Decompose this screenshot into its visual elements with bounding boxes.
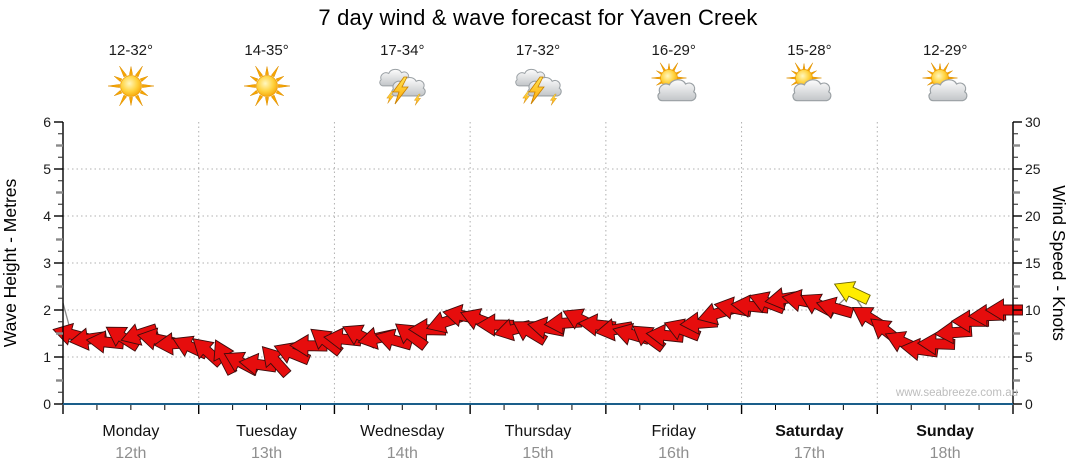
chart-title: 7 day wind & wave forecast for Yaven Cre…: [318, 5, 758, 30]
left-axis-tick-label: 2: [43, 302, 51, 318]
temperature-range: 16-29°: [651, 42, 696, 59]
x-axis-date-label: 12th: [115, 445, 146, 462]
x-axis-date-label: 18th: [930, 445, 961, 462]
temperature-range: 12-29°: [922, 42, 968, 59]
sunny-icon: [243, 65, 290, 107]
forecast-day-friday: 16-29°: [606, 42, 742, 118]
x-axis-date-label: 13th: [251, 445, 282, 462]
temperature-range: 17-32°: [515, 42, 561, 59]
forecast-day-monday: 12-32°: [63, 42, 199, 118]
right-axis-tick-label: 5: [1025, 349, 1033, 365]
sun-cloud-icon: [786, 62, 832, 102]
forecast-day-saturday: 15-28°: [741, 42, 877, 118]
axes: [54, 121, 1022, 414]
watermark: www.seabreeze.com.au: [895, 387, 1018, 399]
wind-arrow: [984, 298, 1023, 322]
right-axis-tick-label: 0: [1025, 396, 1033, 412]
right-axis-title: Wind Speed - Knots: [1049, 185, 1069, 341]
x-axis-day-label: Sunday: [916, 423, 974, 440]
x-axis-date-label: 14th: [387, 445, 418, 462]
forecast-day-sunday: 12-29°: [877, 42, 1013, 118]
forecast-day-tuesday: 14-35°: [199, 42, 335, 118]
gridlines: [63, 122, 1013, 404]
wind-arrow: [475, 313, 515, 337]
temperature-range: 15-28°: [787, 42, 832, 59]
temperature-range: 17-34°: [380, 42, 425, 59]
x-axis-day-label: Thursday: [505, 423, 572, 440]
forecast-day-wednesday: 17-34°: [334, 42, 470, 118]
x-axis-date-label: 16th: [658, 445, 689, 462]
storm-icon: [379, 68, 426, 106]
right-axis-tick-label: 15: [1025, 255, 1041, 271]
left-axis-title: Wave Height - Metres: [0, 178, 20, 347]
x-axis-day-label: Tuesday: [236, 423, 297, 440]
sunny-icon: [107, 65, 154, 107]
x-axis-day-label: Wednesday: [360, 423, 444, 440]
storm-icon: [515, 68, 562, 106]
right-axis-tick-label: 25: [1025, 161, 1041, 177]
wind-arrow: [512, 321, 549, 346]
wind-arrow: [815, 296, 855, 320]
x-axis-day-label: Saturday: [775, 423, 844, 440]
left-axis-tick-label: 4: [43, 208, 51, 224]
right-axis-tick-label: 30: [1025, 114, 1041, 130]
right-axis-tick-label: 20: [1025, 208, 1041, 224]
wind-arrow: [261, 346, 292, 379]
x-axis-date-label: 15th: [522, 445, 553, 462]
x-axis-day-label: Friday: [651, 423, 695, 440]
left-axis-tick-label: 0: [43, 396, 51, 412]
axis-labels: 0 1 2 3 4 5 6 0 5 10 15 20 25 30 Wave Height - Metres W…: [0, 114, 1069, 462]
left-axis-tick-label: 5: [43, 161, 51, 177]
forecast-day-thursday: 17-32°: [470, 42, 606, 118]
sun-cloud-icon: [922, 62, 968, 102]
left-axis-tick-label: 3: [43, 255, 51, 271]
left-axis-tick-label: 1: [43, 349, 51, 365]
temperature-range: 12-32°: [108, 42, 154, 59]
wind-arrow-strong: [833, 281, 871, 305]
temperature-range: 14-35°: [244, 42, 289, 59]
right-axis-tick-label: 10: [1025, 302, 1041, 318]
x-axis-date-label: 17th: [794, 445, 825, 462]
wind-arrows: [52, 281, 1023, 379]
left-axis-tick-label: 6: [43, 114, 51, 130]
sun-cloud-icon: [651, 62, 697, 102]
x-axis-day-label: Monday: [102, 423, 159, 440]
